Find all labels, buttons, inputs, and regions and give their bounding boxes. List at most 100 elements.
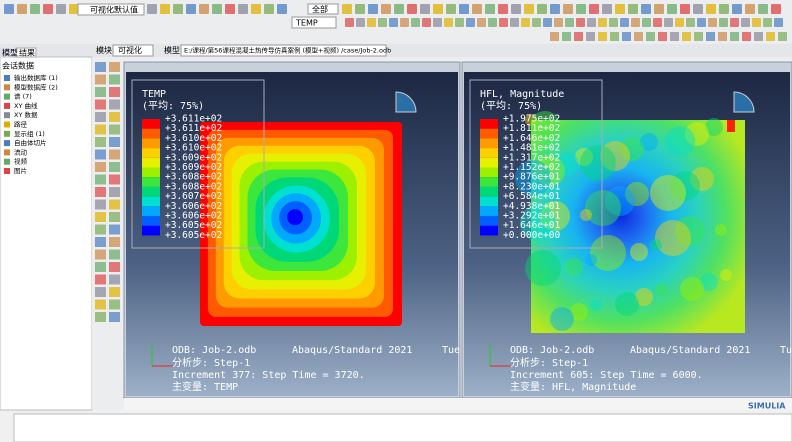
toolbar-button[interactable]	[598, 18, 607, 27]
toolbar-button[interactable]	[686, 18, 695, 27]
toolbar-button[interactable]	[238, 4, 248, 14]
toolbar-button[interactable]	[732, 4, 742, 14]
model-combo[interactable]	[180, 44, 387, 57]
tab[interactable]	[15, 47, 37, 58]
tool-button[interactable]	[109, 74, 120, 85]
toolbar-button[interactable]	[521, 18, 530, 27]
tree-item[interactable]: 谱 (7)	[14, 92, 32, 101]
toolbar-button[interactable]	[719, 4, 729, 14]
toolbar-button[interactable]	[511, 4, 521, 14]
toolbar-button[interactable]	[670, 32, 679, 41]
toolbar-button[interactable]	[199, 4, 209, 14]
toolbar-button[interactable]	[641, 4, 651, 14]
toolbar-button[interactable]	[667, 4, 677, 14]
toolbar-button[interactable]	[628, 4, 638, 14]
toolbar-button[interactable]	[675, 18, 684, 27]
toolbar-button[interactable]	[251, 4, 261, 14]
toolbar-button[interactable]	[56, 4, 66, 14]
toolbar-button[interactable]	[615, 4, 625, 14]
tree-item[interactable]: XY 数据	[14, 110, 38, 119]
tool-button[interactable]	[95, 162, 106, 172]
toolbar-button[interactable]	[697, 18, 706, 27]
render-combo[interactable]	[307, 3, 339, 15]
toolbar-button[interactable]	[277, 4, 287, 14]
toolbar-button[interactable]	[642, 18, 651, 27]
toolbar-button[interactable]	[754, 32, 763, 41]
tree-item[interactable]: 显示组 (1)	[14, 129, 45, 138]
toolbar-button[interactable]	[345, 18, 354, 27]
toolbar-button[interactable]	[433, 4, 443, 14]
tool-button[interactable]	[95, 212, 106, 222]
toolbar-button[interactable]	[422, 18, 431, 27]
toolbar-button[interactable]	[446, 4, 456, 14]
toolbar-button[interactable]	[477, 18, 486, 27]
tree-item[interactable]: 流动	[14, 147, 28, 156]
toolbar-button[interactable]	[550, 32, 559, 41]
tool-button[interactable]	[95, 262, 106, 272]
toolbar-button[interactable]	[771, 4, 781, 14]
tool-button[interactable]	[95, 249, 106, 260]
toolbar-button[interactable]	[411, 18, 420, 27]
toolbar-button[interactable]	[407, 4, 417, 14]
toolbar-button[interactable]	[654, 4, 664, 14]
tool-button[interactable]	[95, 174, 106, 185]
toolbar-button[interactable]	[562, 32, 571, 41]
toolbar-button[interactable]	[524, 4, 534, 14]
toolbar-button[interactable]	[646, 32, 655, 41]
tool-button[interactable]	[95, 187, 106, 197]
tool-button[interactable]	[109, 274, 120, 285]
tool-button[interactable]	[95, 62, 106, 72]
toolbar-button[interactable]	[622, 32, 631, 41]
toolbar-button[interactable]	[368, 4, 378, 14]
tab[interactable]	[0, 48, 16, 57]
toolbar-button[interactable]	[730, 32, 739, 41]
toolbar-button[interactable]	[400, 18, 409, 27]
toolbar-button[interactable]	[378, 18, 387, 27]
tool-button[interactable]	[95, 237, 106, 247]
toolbar-button[interactable]	[472, 4, 482, 14]
tool-button[interactable]	[109, 149, 120, 160]
tool-button[interactable]	[109, 187, 120, 197]
toolbar-button[interactable]	[664, 18, 673, 27]
toolbar-button[interactable]	[563, 4, 573, 14]
toolbar-button[interactable]	[620, 18, 629, 27]
toolbar-button[interactable]	[455, 18, 464, 27]
toolbar-button[interactable]	[766, 32, 775, 41]
toolbar-button[interactable]	[598, 32, 607, 41]
tool-button[interactable]	[109, 87, 120, 97]
toolbar-button[interactable]	[574, 32, 583, 41]
toolbar-button[interactable]	[609, 18, 618, 27]
toolbar-button[interactable]	[69, 4, 79, 14]
tree-item[interactable]: 图片	[14, 166, 27, 175]
toolbar-button[interactable]	[718, 32, 727, 41]
toolbar-button[interactable]	[30, 4, 40, 14]
toolbar-button[interactable]	[225, 4, 235, 14]
toolbar-button[interactable]	[602, 4, 612, 14]
tree-item[interactable]: 视频	[14, 157, 28, 166]
tool-button[interactable]	[109, 99, 120, 110]
toolbar-button[interactable]	[587, 18, 596, 27]
tool-button[interactable]	[109, 124, 120, 135]
toolbar-button[interactable]	[342, 4, 352, 14]
toolbar-button[interactable]	[693, 4, 703, 14]
toolbar-button[interactable]	[485, 4, 495, 14]
toolbar-button[interactable]	[565, 18, 574, 27]
toolbar-button[interactable]	[653, 18, 662, 27]
toolbar-button[interactable]	[694, 32, 703, 41]
tree-item[interactable]: 输出数据库 (1)	[14, 73, 58, 82]
toolbar-button[interactable]	[576, 18, 585, 27]
toolbar-button[interactable]	[147, 4, 157, 14]
toolbar-button[interactable]	[4, 4, 14, 14]
tool-button[interactable]	[95, 299, 106, 310]
tool-button[interactable]	[95, 149, 106, 160]
tree-item[interactable]: 路径	[14, 120, 28, 129]
tool-button[interactable]	[95, 87, 106, 97]
toolbar-button[interactable]	[758, 4, 768, 14]
toolbar-button[interactable]	[680, 4, 690, 14]
variable-combo[interactable]	[291, 16, 337, 29]
toolbar-button[interactable]	[444, 18, 453, 27]
tool-button[interactable]	[109, 62, 120, 72]
toolbar-button[interactable]	[173, 4, 183, 14]
toolbar-button[interactable]	[510, 18, 519, 27]
tool-button[interactable]	[109, 112, 120, 122]
